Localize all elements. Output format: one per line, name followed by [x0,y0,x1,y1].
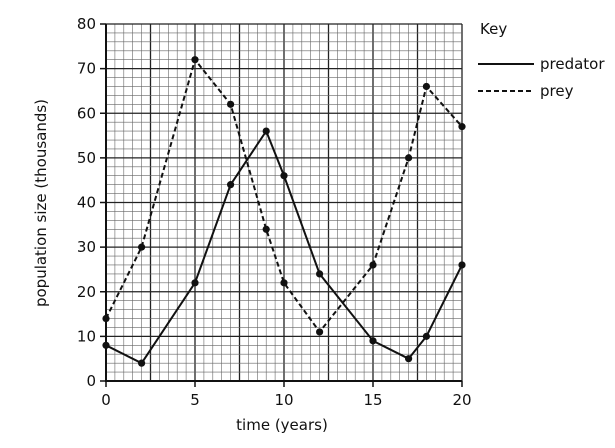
y-axis-label: population size (thousands) [32,99,50,307]
x-tick-label: 5 [190,391,200,409]
data-point-prey [102,314,110,323]
x-tick-label: 10 [274,391,293,409]
data-point-predator [422,332,430,340]
y-tick-label: 40 [77,194,96,212]
data-point-prey [138,243,146,251]
legend-label-predator: predator [540,55,605,73]
y-tick-label: 30 [77,238,96,256]
y-tick-label: 60 [77,104,96,122]
data-point-prey [227,100,235,108]
data-point-prey [405,154,413,162]
axes: 0 5 10 15 20 0 10 20 30 40 50 60 70 80 [77,15,472,409]
y-tick-label: 70 [77,60,96,78]
data-point-predator [458,261,466,269]
data-point-predator [191,279,199,287]
series-layer [102,56,466,367]
data-point-predator [316,270,324,278]
data-point-prey [280,279,288,287]
y-tick-label: 10 [77,327,96,345]
x-tick-label: 0 [101,391,111,409]
data-point-prey [191,56,199,64]
data-point-prey [369,261,377,269]
data-point-predator [369,337,377,345]
data-point-predator [138,359,146,367]
y-tick-label: 80 [77,15,96,33]
data-point-predator [405,355,413,363]
legend-label-prey: prey [540,82,574,100]
data-point-prey [262,225,270,233]
data-point-prey [458,123,466,131]
grid [105,23,463,382]
data-point-prey [316,328,324,336]
data-point-predator [262,127,270,135]
data-point-prey [422,82,430,91]
legend-title: Key [480,20,507,38]
data-point-predator [102,341,110,349]
x-tick-label: 15 [363,391,382,409]
data-point-predator [280,172,288,180]
x-axis-label: time (years) [236,416,328,434]
legend: Key predator prey [478,20,605,100]
x-tick-label: 20 [452,391,471,409]
y-tick-label: 20 [77,283,96,301]
series-line-prey [105,57,463,334]
data-point-predator [227,181,235,189]
y-tick-label: 50 [77,149,96,167]
y-tick-label: 0 [86,372,96,390]
